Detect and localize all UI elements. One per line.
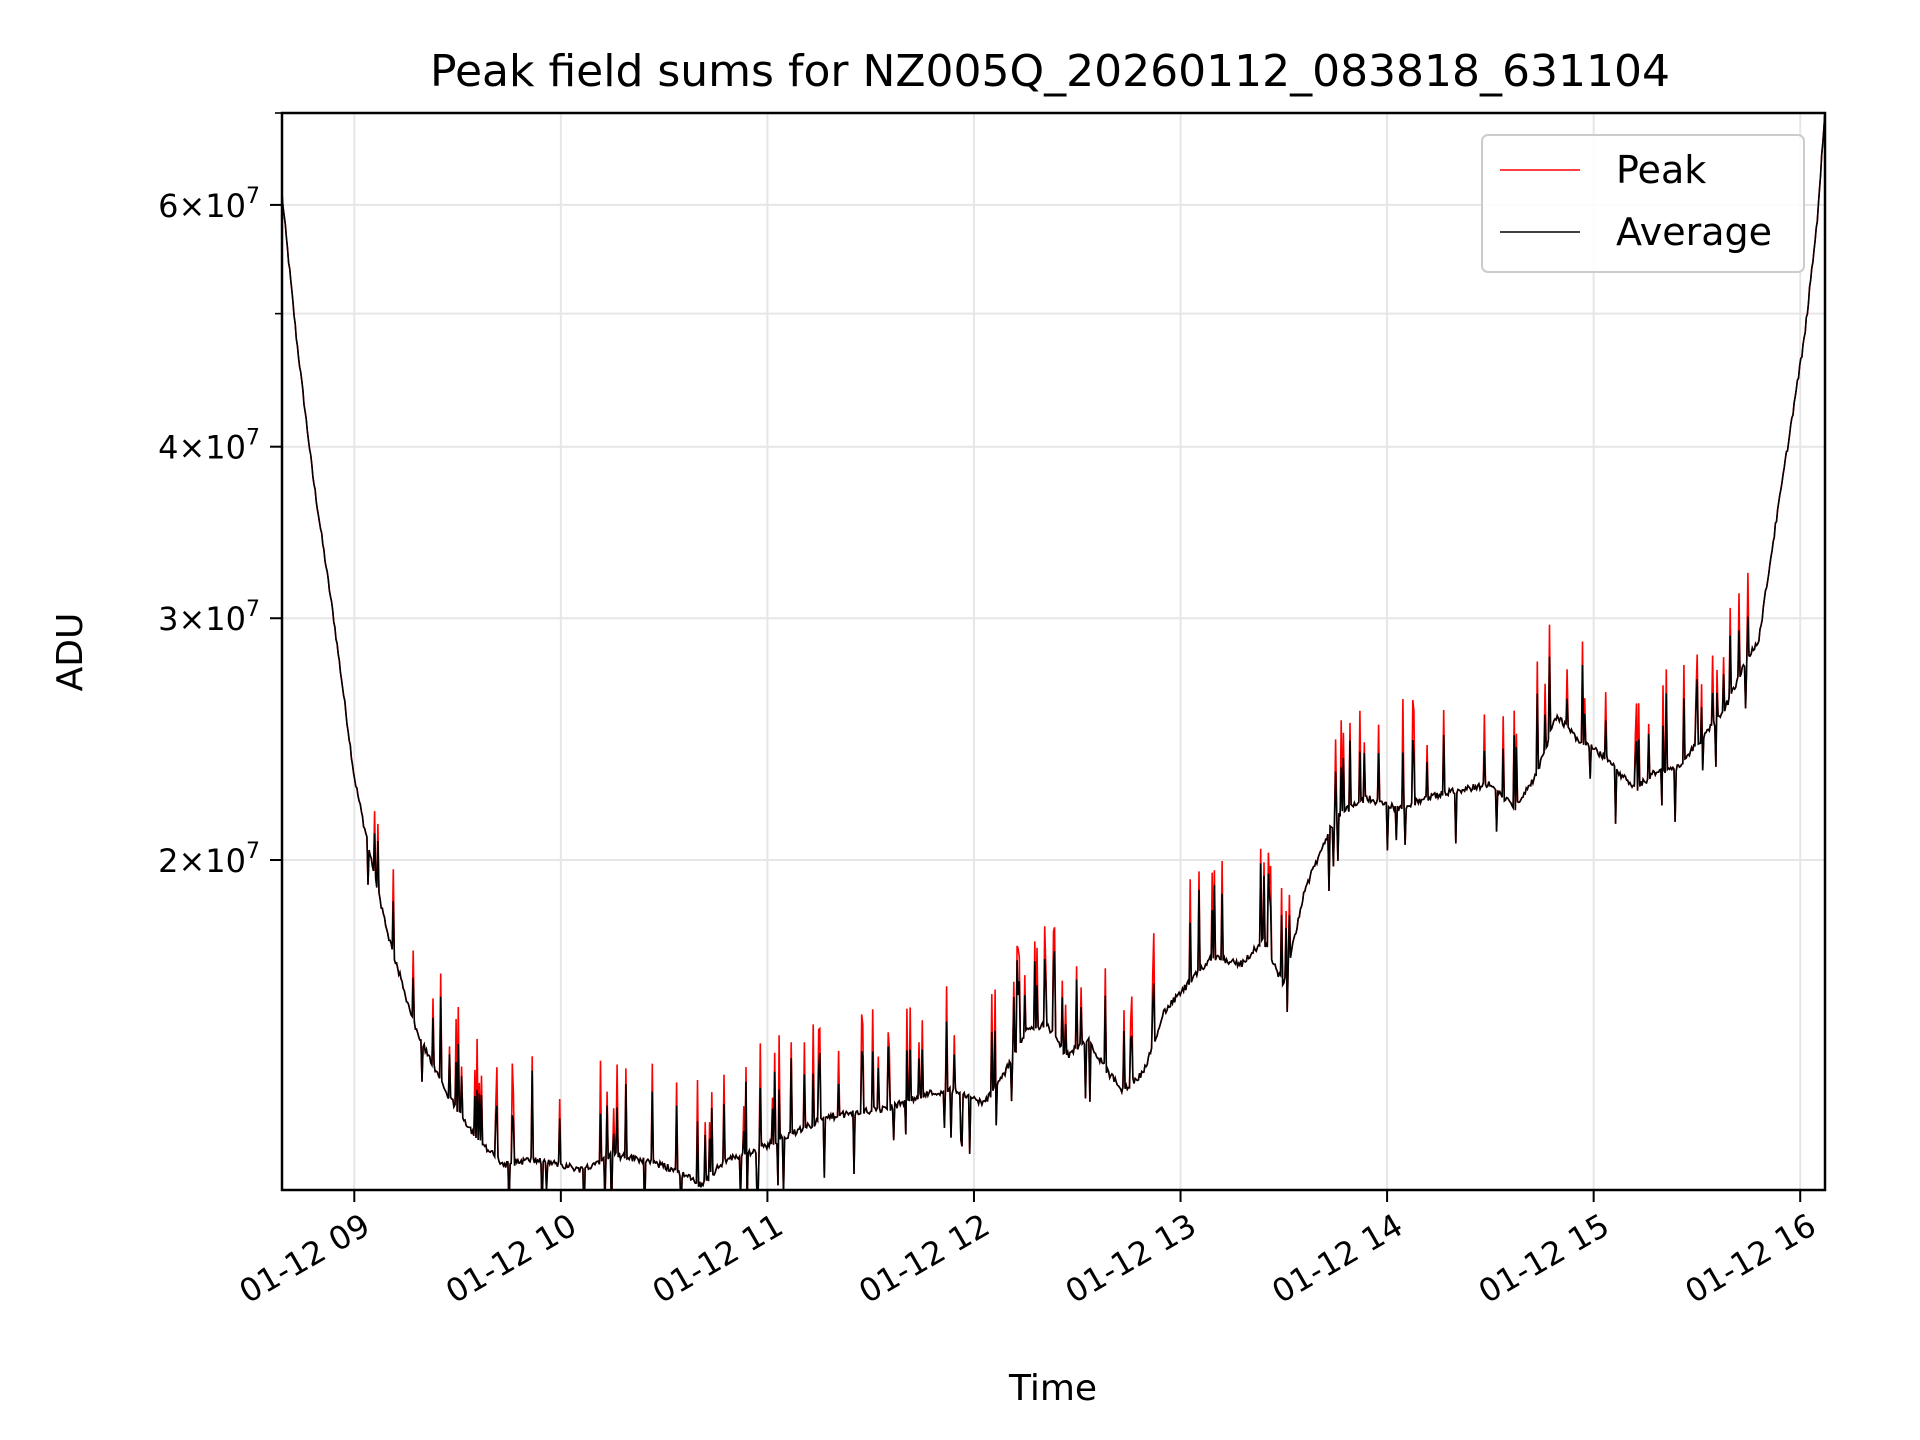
legend-label-peak: Peak	[1616, 148, 1706, 192]
y-axis: 2×107 3×107 4×107 6×107	[158, 112, 282, 880]
series-layer	[282, 113, 1825, 1190]
plot-frame	[280, 111, 1827, 1192]
legend-label-average: Average	[1616, 210, 1772, 254]
chart-title: Peak field sums for NZ005Q_20260112_0838…	[430, 46, 1670, 97]
series-line-average	[282, 113, 1825, 1190]
legend: Peak Average	[1481, 134, 1805, 273]
x-axis-label: Time	[1008, 1368, 1097, 1409]
y-tick-label: 4×107	[158, 426, 260, 467]
y-tick-label: 6×107	[158, 184, 260, 225]
y-tick-label: 2×107	[158, 839, 260, 880]
y-axis-label: ADU	[50, 613, 91, 692]
y-tick-label: 3×107	[158, 597, 260, 638]
